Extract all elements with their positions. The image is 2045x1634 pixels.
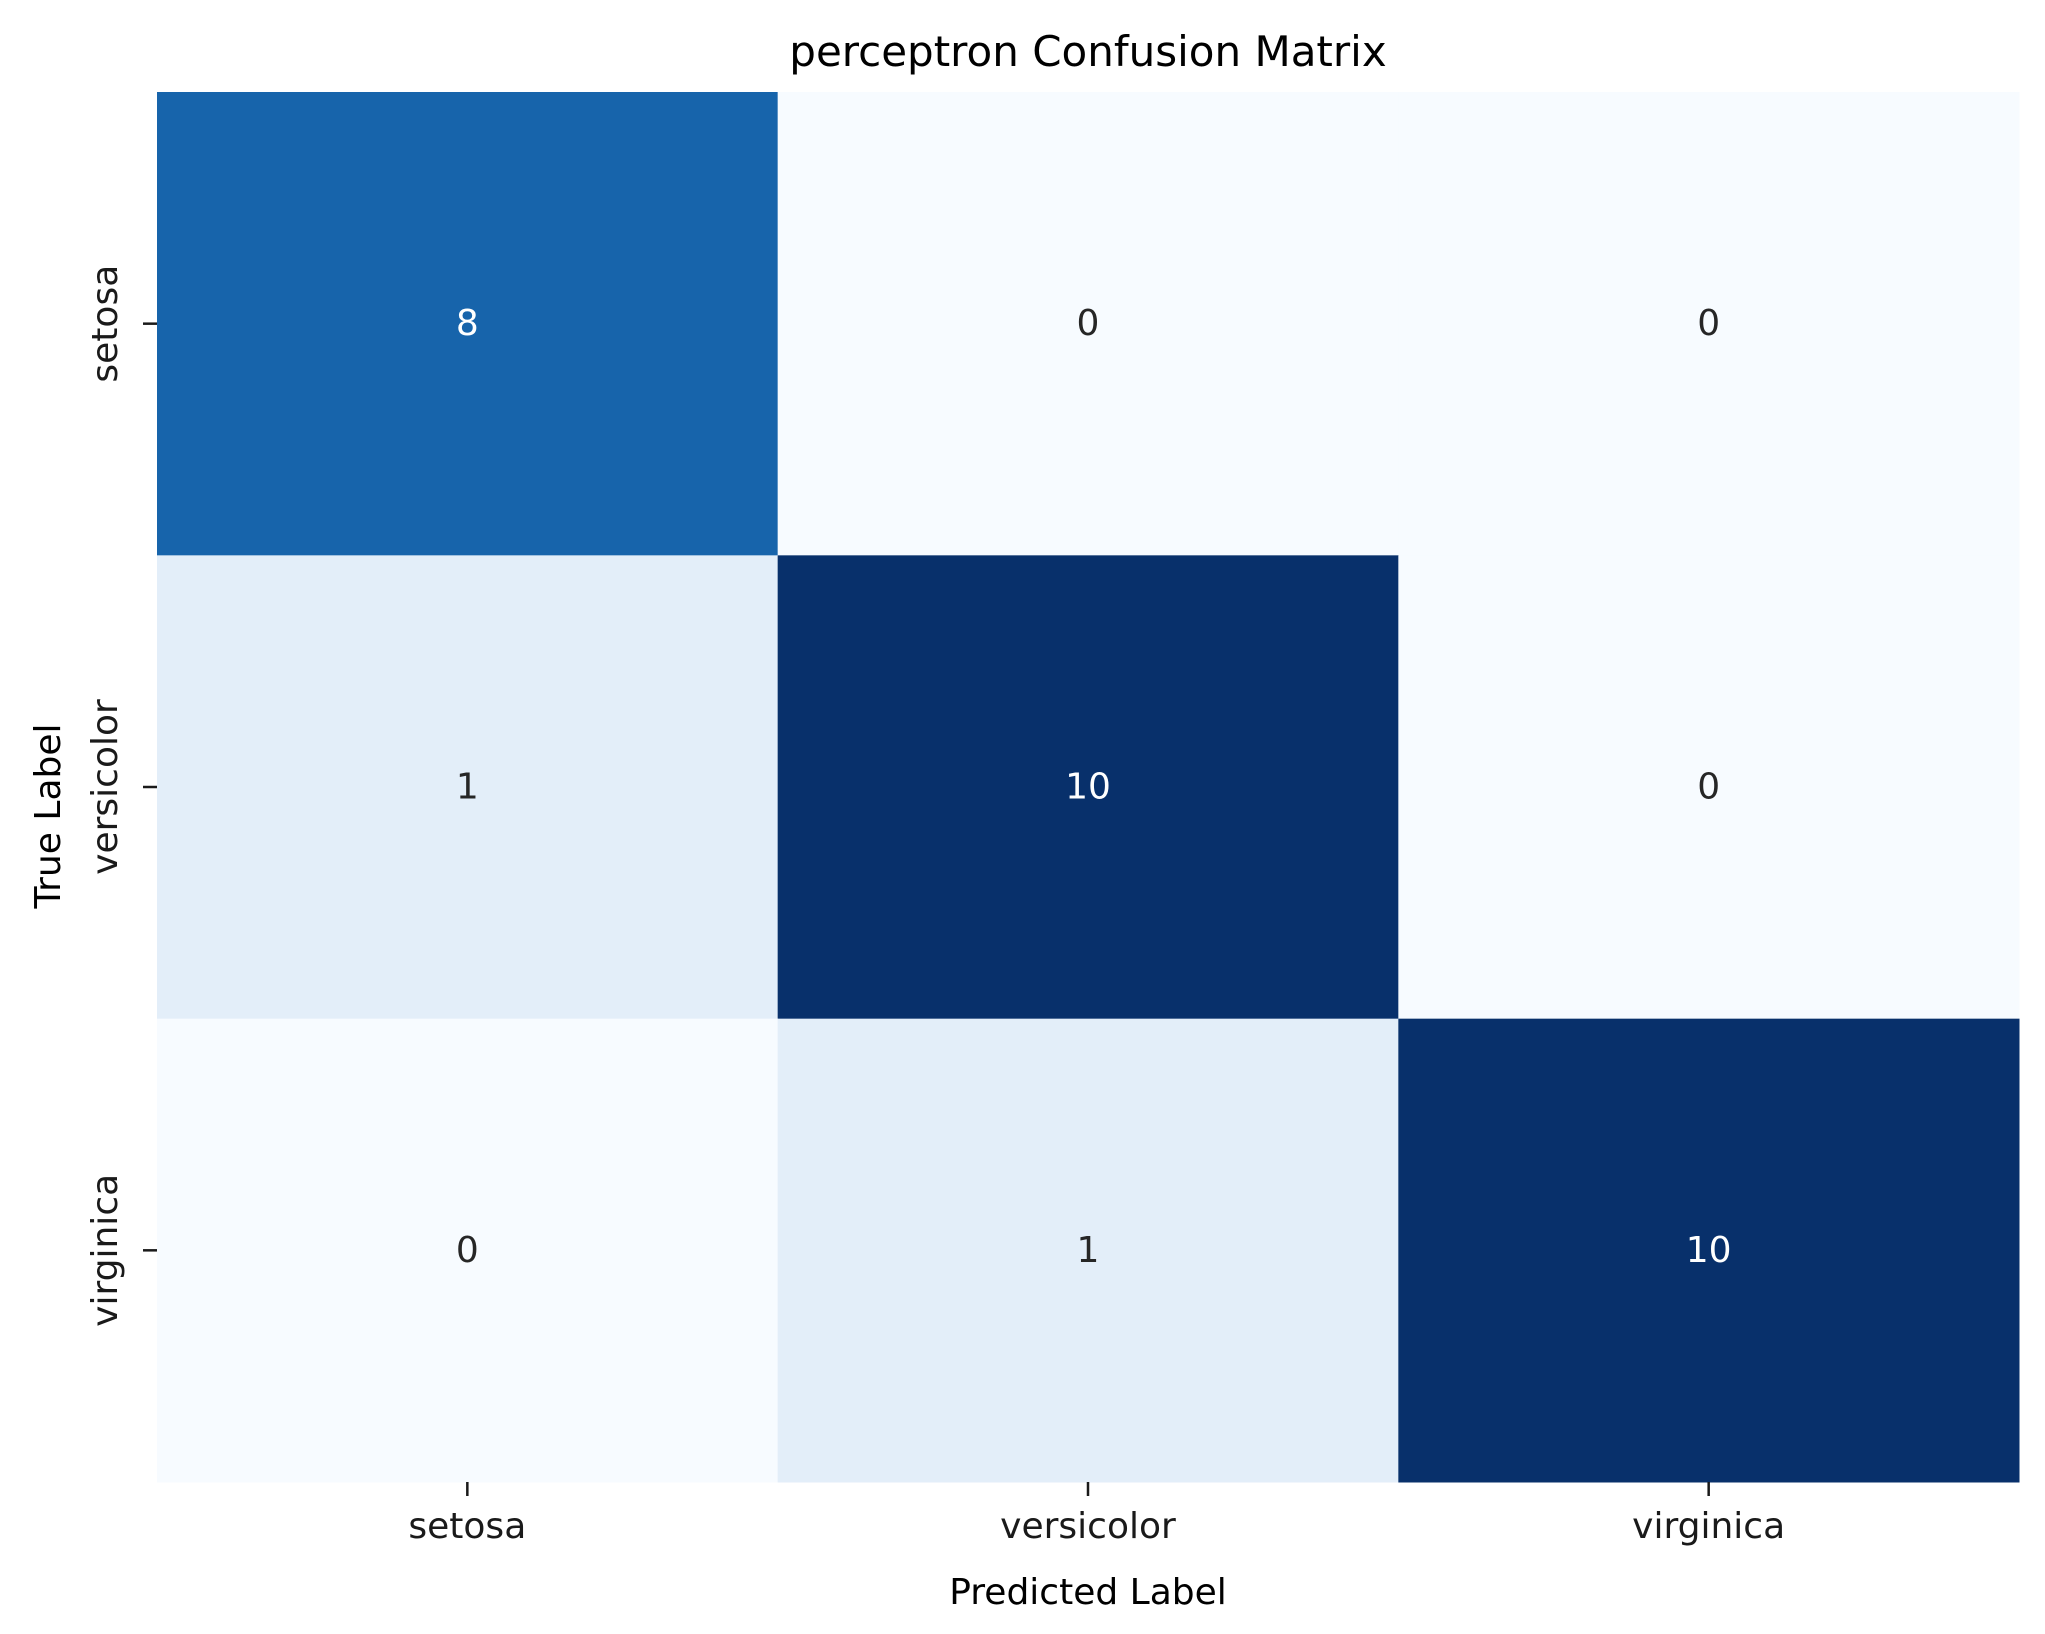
y-axis-label: True Label (28, 723, 69, 909)
heatmap-cell-label: 8 (456, 303, 479, 344)
y-tick-label: virginica (85, 1174, 126, 1327)
heatmap-cell (1398, 555, 2020, 1020)
heatmap-cell (157, 92, 779, 556)
heatmap-cell (157, 1018, 779, 1483)
heatmap-cell-label: 1 (1077, 1230, 1100, 1271)
heatmap-cell (1398, 1018, 2020, 1483)
x-axis-ticks: setosa versicolor virginica (408, 1482, 1785, 1547)
y-tick-label: versicolor (85, 699, 126, 875)
heatmap-cell-label: 1 (456, 767, 479, 808)
heatmap-cell-label: 10 (1065, 767, 1111, 808)
y-axis-ticks: setosa versicolor virginica (85, 265, 157, 1327)
x-tick-label: setosa (408, 1506, 526, 1547)
heatmap-cell (777, 1018, 1399, 1483)
heatmap-cell (777, 555, 1399, 1020)
heatmap-cell (777, 92, 1399, 556)
heatmap-cell-labels: 8 0 0 1 10 0 0 1 10 (456, 303, 1732, 1271)
heatmap-cell-label: 0 (456, 1230, 479, 1271)
heatmap-cell-label: 10 (1686, 1230, 1732, 1271)
heatmap-cell-label: 0 (1697, 767, 1720, 808)
heatmap-cell (157, 555, 779, 1020)
x-tick-label: virginica (1632, 1506, 1785, 1547)
chart-title: perceptron Confusion Matrix (789, 27, 1386, 76)
heatmap-cell (1398, 92, 2020, 556)
heatmap-cell-label: 0 (1077, 303, 1100, 344)
heatmap-cell-label: 0 (1697, 303, 1720, 344)
heatmap-cells (157, 92, 2020, 1483)
x-tick-label: versicolor (1000, 1506, 1176, 1547)
x-axis-label: Predicted Label (949, 1572, 1227, 1613)
y-tick-label: setosa (85, 265, 126, 383)
